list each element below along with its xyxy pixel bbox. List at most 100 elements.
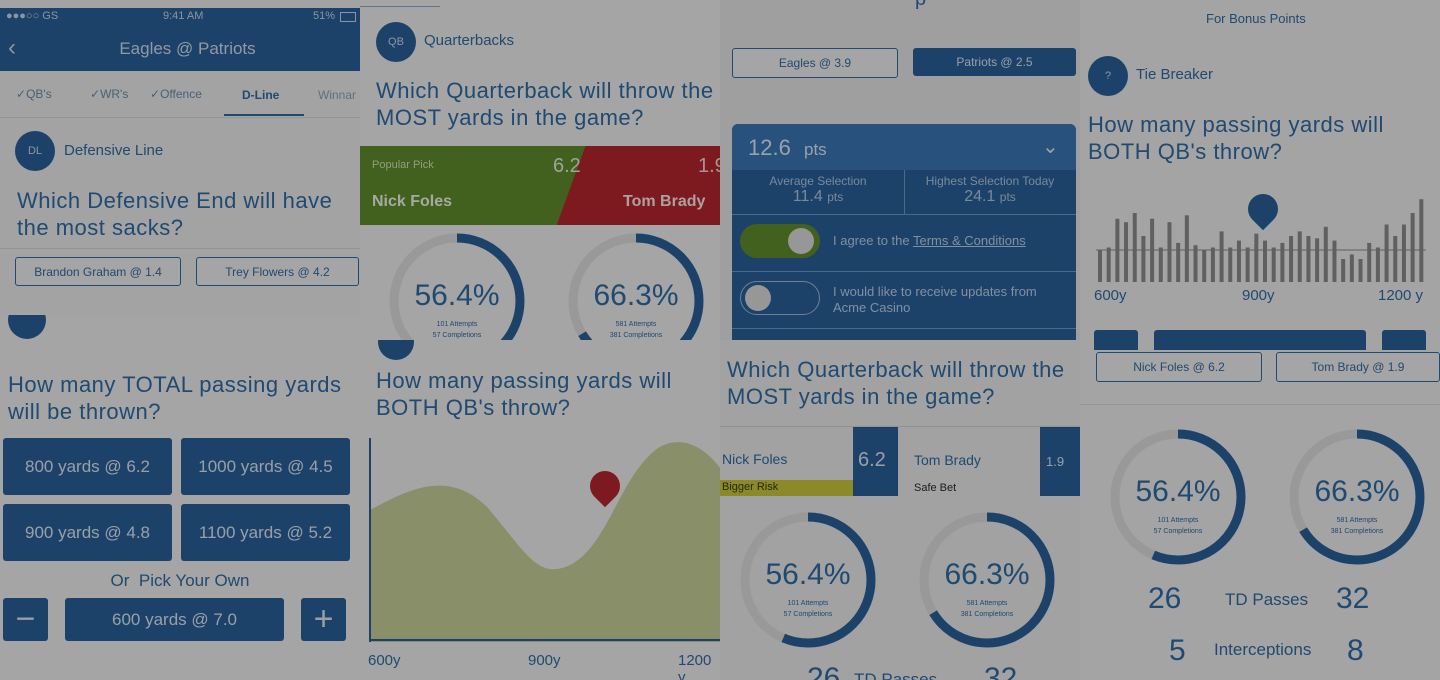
high-unit: pts <box>999 190 1016 204</box>
dline-panel: ●●●○○ GS 9:41 AM 51% ‹ Eagles @ Patriots… <box>0 0 360 315</box>
right-odds: 1.9 <box>698 155 720 177</box>
histogram-bar <box>1297 231 1302 282</box>
question-mark-badge: ? <box>1088 56 1128 96</box>
tiebreaker-panel: For Bonus Points ? Tie Breaker How many … <box>1080 0 1440 350</box>
header-title: Eagles @ Patriots <box>119 39 256 58</box>
histogram-bar <box>1263 240 1267 282</box>
option-1000-yards[interactable]: 1000 yards @ 4.5 <box>181 438 350 495</box>
tab-dline[interactable]: D-Line <box>242 88 280 102</box>
dline-question: Which Defensive End will have the most s… <box>17 188 333 240</box>
back-chevron-icon[interactable]: ‹ <box>8 34 16 61</box>
histogram-bar <box>1106 247 1111 282</box>
histogram-bar <box>1158 247 1163 282</box>
tab-wrs[interactable]: ✓WR's <box>90 87 129 101</box>
section-label: Tie Breaker <box>1136 66 1213 83</box>
compare-question: Which Quarterback will throw the MOST ya… <box>727 357 1065 409</box>
td-left: 26 <box>1148 582 1182 615</box>
ring-left: 56.4% 101 Attempts 57 Completions <box>738 510 878 650</box>
ring-percent: 66.3% <box>944 558 1030 591</box>
divider <box>0 248 360 249</box>
right-name[interactable]: Tom Brady <box>623 193 706 210</box>
badge-cut <box>8 315 46 339</box>
ring-percent: 56.4% <box>765 558 851 591</box>
histogram-bar <box>1141 236 1146 282</box>
total-yards-question: How many TOTAL passing yards will be thr… <box>8 372 342 424</box>
option-trey-flowers[interactable]: Trey Flowers @ 4.2 <box>196 257 359 286</box>
left-name[interactable]: Nick Foles <box>372 193 453 210</box>
top-rule <box>360 6 440 7</box>
td-label: TD Passes <box>1225 590 1309 609</box>
right-odds: 1.9 <box>1046 454 1065 469</box>
histogram-bar <box>1332 240 1337 282</box>
histogram-bar <box>1098 249 1102 282</box>
ring-right: 66.3% 581 Attempts 381 Completions <box>1287 427 1427 567</box>
histogram-bar <box>1410 213 1415 282</box>
check-icon: ✓ <box>150 87 161 101</box>
ring-completions: 381 Completions <box>609 332 663 339</box>
chevron-down-icon[interactable]: ⌄ <box>1042 136 1059 158</box>
histogram-bar <box>1341 259 1346 282</box>
tab-offence[interactable]: ✓Offence <box>150 87 202 101</box>
avg-label: Average Selection <box>769 174 867 188</box>
histogram-bar <box>1167 222 1172 282</box>
app-header: ‹ Eagles @ Patriots <box>0 26 360 71</box>
option-1100-yards[interactable]: 1100 yards @ 5.2 <box>181 504 350 561</box>
ring-percent: 56.4% <box>1135 475 1221 508</box>
high-value: 24.1 <box>964 188 996 205</box>
cut-heading: p <box>915 0 926 11</box>
ring-completions: 57 Completions <box>432 332 482 339</box>
histogram-bar <box>1306 236 1311 282</box>
ring-right: 66.3% 581 Attempts 381 Completions <box>566 231 706 340</box>
clock: 9:41 AM <box>163 10 204 22</box>
plus-button[interactable]: + <box>301 598 346 641</box>
ring-percent: 66.3% <box>1314 475 1400 508</box>
yards-stepper-value[interactable]: 600 yards @ 7.0 <box>65 598 284 641</box>
quarterbacks-panel: QB Quarterbacks Which Quarterback will t… <box>360 0 720 340</box>
histogram-bar <box>1280 242 1285 282</box>
option-brandon-graham[interactable]: Brandon Graham @ 1.4 <box>15 257 181 286</box>
high-label: Highest Selection Today <box>925 174 1055 188</box>
row-divider <box>732 271 1076 272</box>
option-900-yards[interactable]: 900 yards @ 4.8 <box>3 504 172 561</box>
right-name[interactable]: Tom Brady <box>914 452 981 468</box>
left-tag: Bigger Risk <box>720 480 853 496</box>
terms-link[interactable]: Terms & Conditions <box>913 233 1026 248</box>
button-strip <box>1154 330 1366 350</box>
badge-cut <box>378 340 414 360</box>
distribution-slider[interactable] <box>368 438 720 643</box>
ring-percent: 56.4% <box>414 279 500 312</box>
points-row[interactable]: 12.6 pts ⌄ <box>732 124 1076 170</box>
option-tom-brady[interactable]: Tom Brady @ 1.9 <box>1276 352 1440 382</box>
right-tag: Safe Bet <box>914 482 957 494</box>
tab-winner[interactable]: Winnar <box>318 88 357 102</box>
histogram-bar <box>1349 254 1354 282</box>
total-yards-panel: How many TOTAL passing yards will be thr… <box>0 315 360 680</box>
histogram-bar <box>1367 242 1372 282</box>
int-right: 8 <box>1347 634 1364 667</box>
histogram-bar <box>1289 236 1294 282</box>
histogram-bar <box>1254 233 1259 282</box>
tab-qbs[interactable]: ✓QB's <box>16 87 52 101</box>
ring-attempts: 581 Attempts <box>615 321 657 328</box>
team-button-eagles[interactable]: Eagles @ 3.9 <box>732 48 898 78</box>
ring-completions: 381 Completions <box>1330 528 1384 535</box>
progress-ring <box>740 512 876 648</box>
check-icon: ✓ <box>90 87 101 101</box>
terms-toggle[interactable] <box>740 224 820 258</box>
bet-panel: p Eagles @ 3.9 Patriots @ 2.5 12.6 pts ⌄… <box>720 0 1080 340</box>
histogram-bar <box>1245 247 1250 282</box>
tab-bar: ✓QB's ✓WR's ✓Offence D-Line Winnar <box>0 71 360 118</box>
avg-unit: pts <box>827 190 844 204</box>
progress-ring <box>1289 429 1425 565</box>
option-800-yards[interactable]: 800 yards @ 6.2 <box>3 438 172 495</box>
team-button-patriots[interactable]: Patriots @ 2.5 <box>913 48 1076 76</box>
minus-button[interactable]: − <box>3 598 48 641</box>
left-name[interactable]: Nick Foles <box>722 451 788 467</box>
updates-toggle[interactable] <box>740 281 820 315</box>
option-nick-foles[interactable]: Nick Foles @ 6.2 <box>1096 352 1262 382</box>
battery-label: 51% <box>313 10 336 22</box>
bonus-label: For Bonus Points <box>1206 11 1306 26</box>
histogram-bar <box>1315 238 1320 282</box>
ring-completions: 57 Completions <box>1153 528 1203 535</box>
histogram-slider[interactable] <box>1096 190 1426 282</box>
